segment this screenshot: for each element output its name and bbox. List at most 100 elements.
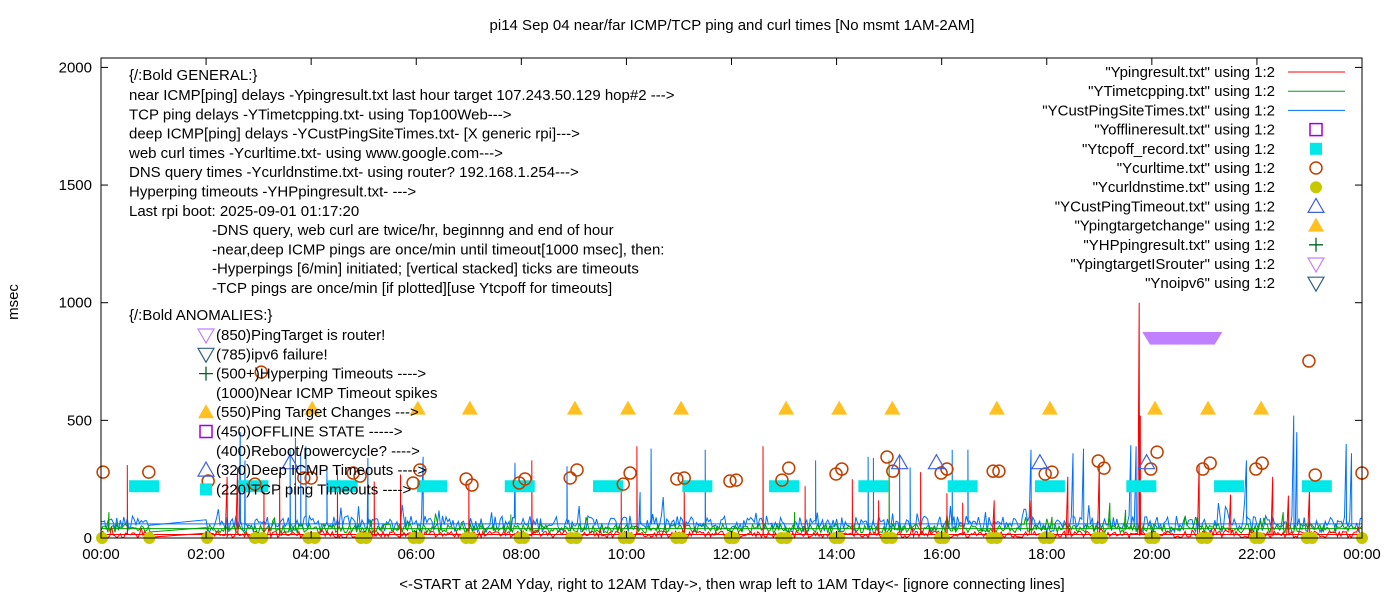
legend-marker-icon bbox=[1309, 122, 1323, 137]
ping-target-change-point bbox=[619, 400, 636, 415]
curl-time-point bbox=[623, 466, 637, 480]
tcpoff-point bbox=[947, 480, 978, 493]
anomaly-annotation: (1000)Near ICMP Timeout spikes bbox=[216, 385, 437, 402]
legend-label: "Yofflineresult.txt" using 1:2 bbox=[1094, 122, 1275, 139]
ping-target-change-point bbox=[1253, 400, 1270, 415]
legend-marker-icon bbox=[1306, 197, 1326, 213]
legend-marker-icon bbox=[1306, 276, 1326, 293]
note-annotation: -TCP pings are once/min [if plotted][use… bbox=[212, 280, 612, 297]
anomaly-annotation: (400)Reboot/powercycle? ----> bbox=[216, 443, 420, 460]
ping-target-change-point bbox=[566, 400, 583, 415]
legend-label: "YpingtargetISrouter" using 1:2 bbox=[1070, 256, 1275, 273]
curl-time-point bbox=[729, 473, 743, 487]
anomaly-annotation: (785)ipv6 failure! bbox=[216, 346, 328, 363]
ping-target-change-point bbox=[304, 400, 321, 415]
anomaly-annotation: (550)Ping Target Changes ---> bbox=[216, 404, 419, 421]
y-axis-label: msec bbox=[5, 284, 22, 320]
legend-marker-icon bbox=[1309, 161, 1323, 175]
x-tick-label: 06:00 bbox=[397, 546, 435, 563]
note-annotation: -Hyperpings [6/min] initiated; [vertical… bbox=[212, 261, 639, 278]
ping-target-change-point bbox=[1200, 400, 1217, 415]
general-annotation: deep ICMP[ping] delays -YCustPingSiteTim… bbox=[129, 126, 580, 143]
cust-ping-timeout-point bbox=[927, 453, 946, 470]
curl-time-point bbox=[1302, 354, 1316, 368]
x-tick-label: 16:00 bbox=[923, 546, 961, 563]
note-annotation: -near,deep ICMP pings are once/min until… bbox=[212, 241, 664, 258]
curl-time-point bbox=[677, 471, 691, 485]
curl-time-point bbox=[142, 465, 156, 479]
anomalies-header: {/:Bold ANOMALIES:} bbox=[129, 307, 272, 324]
legend-label: "Ytcpoff_record.txt" using 1:2 bbox=[1082, 141, 1275, 158]
x-tick-label: 12:00 bbox=[713, 546, 751, 563]
curl-time-point bbox=[775, 473, 789, 487]
curl-time-point bbox=[670, 472, 684, 486]
tcpoff-point bbox=[593, 480, 624, 493]
x-tick-label: 18:00 bbox=[1028, 546, 1066, 563]
curl-time-point bbox=[1255, 456, 1269, 470]
legend-marker-icon bbox=[1310, 181, 1322, 194]
legend-marker-icon bbox=[1310, 142, 1322, 155]
curl-time-point bbox=[254, 365, 269, 379]
curl-time-point bbox=[406, 476, 420, 490]
series-line-ypingresult-txt bbox=[100, 302, 1363, 540]
curl-time-point bbox=[413, 463, 427, 477]
tcpoff-point bbox=[1034, 480, 1065, 493]
ping-target-change-point bbox=[831, 400, 848, 415]
curl-time-point bbox=[304, 471, 318, 485]
curl-time-point bbox=[1045, 465, 1059, 479]
annotations: {/:Bold GENERAL:} near ICMP[ping] delays … bbox=[128, 67, 675, 498]
general-annotation: near ICMP[ping] delays -Ypingresult.txt … bbox=[129, 87, 675, 104]
legend-label: "YTimetcpping.txt" using 1:2 bbox=[1088, 83, 1275, 100]
curl-time-point bbox=[1203, 456, 1217, 470]
tcpoff-point bbox=[858, 480, 889, 493]
anomaly-marker-icon bbox=[196, 347, 216, 364]
legend-label: "Ypingtargetchange" using 1:2 bbox=[1074, 218, 1275, 235]
tcpoff-point bbox=[1214, 480, 1245, 493]
tcpoff-point bbox=[1301, 480, 1332, 493]
ping-target-change-point bbox=[778, 400, 795, 415]
x-tick-label: 04:00 bbox=[292, 546, 330, 563]
general-annotation: Last rpi boot: 2025-09-01 01:17:20 bbox=[129, 203, 359, 220]
curl-time-point bbox=[96, 465, 110, 479]
y-tick-label: 1000 bbox=[59, 295, 92, 312]
anomaly-marker-icon bbox=[196, 328, 216, 345]
curl-time-point bbox=[1308, 468, 1322, 482]
tcpoff-point bbox=[327, 480, 358, 493]
curl-time-point bbox=[616, 477, 631, 491]
legend-label: "Ypingresult.txt" using 1:2 bbox=[1105, 64, 1275, 81]
x-tick-label: 20:00 bbox=[1133, 546, 1171, 563]
legend-marker-icon bbox=[1306, 257, 1326, 274]
anomaly-annotation: (500+)Hyperping Timeouts ----> bbox=[216, 366, 426, 383]
curl-time-point bbox=[570, 463, 584, 477]
legend-marker-icon bbox=[1309, 237, 1323, 252]
curl-time-point bbox=[518, 472, 532, 486]
anomaly-marker-icon bbox=[199, 424, 213, 439]
tcpoff-point bbox=[1126, 480, 1157, 493]
x-tick-label: 08:00 bbox=[503, 546, 541, 563]
x-axis-label: <-START at 2AM Yday, right to 12AM Tday-… bbox=[399, 576, 1064, 593]
chart-title: pi14 Sep 04 near/far ICMP/TCP ping and c… bbox=[490, 17, 975, 34]
anomaly-annotation: (450)OFFLINE STATE -----> bbox=[216, 424, 403, 441]
tcpoff-point bbox=[504, 480, 535, 493]
ping-target-change-point bbox=[1041, 400, 1058, 415]
ping-target-is-router-point bbox=[1206, 332, 1223, 345]
curl-time-point bbox=[563, 471, 577, 485]
tcpoff-point bbox=[682, 480, 713, 493]
cust-ping-timeout-point bbox=[281, 453, 300, 470]
curl-time-point bbox=[297, 471, 311, 485]
cust-ping-timeout-point bbox=[890, 453, 909, 470]
legend-label: "YCustPingTimeout.txt" using 1:2 bbox=[1055, 198, 1275, 215]
anomaly-marker-icon bbox=[199, 366, 213, 381]
legend-label: "Ycurldnstime.txt" using 1:2 bbox=[1093, 179, 1275, 196]
anomaly-annotation: (850)PingTarget is router! bbox=[216, 327, 385, 344]
ping-target-change-point bbox=[1146, 400, 1163, 415]
curl-time-point bbox=[465, 478, 479, 492]
legend-label: "Ycurltime.txt" using 1:2 bbox=[1117, 160, 1275, 177]
x-tick-label: 00:00 bbox=[82, 546, 120, 563]
general-annotation: Hyperping timeouts -YHPpingresult.txt- -… bbox=[129, 184, 416, 201]
y-tick-label: 500 bbox=[67, 412, 92, 429]
anomaly-annotation: (220)TCP ping Timeouts ----> bbox=[216, 481, 411, 498]
curl-time-point bbox=[1038, 467, 1052, 481]
axes: 00:00 02:00 04:00 06:00 08:00 10:00 12:00 14:00… bbox=[59, 57, 1381, 563]
